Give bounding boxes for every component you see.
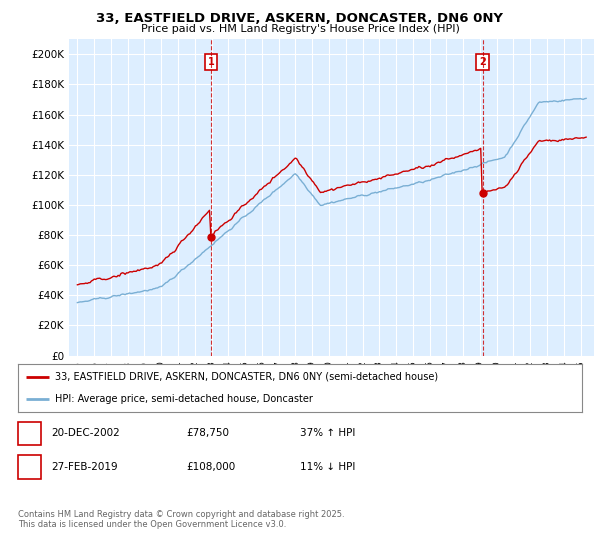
Text: 20-DEC-2002: 20-DEC-2002 (51, 428, 120, 438)
Text: £78,750: £78,750 (186, 428, 229, 438)
Text: 2: 2 (479, 57, 486, 67)
Text: 37% ↑ HPI: 37% ↑ HPI (300, 428, 355, 438)
Text: HPI: Average price, semi-detached house, Doncaster: HPI: Average price, semi-detached house,… (55, 394, 313, 404)
Text: 27-FEB-2019: 27-FEB-2019 (51, 462, 118, 472)
Text: £108,000: £108,000 (186, 462, 235, 472)
Text: 2: 2 (26, 462, 33, 472)
Text: 11% ↓ HPI: 11% ↓ HPI (300, 462, 355, 472)
Text: 33, EASTFIELD DRIVE, ASKERN, DONCASTER, DN6 0NY: 33, EASTFIELD DRIVE, ASKERN, DONCASTER, … (97, 12, 503, 25)
Text: Contains HM Land Registry data © Crown copyright and database right 2025.
This d: Contains HM Land Registry data © Crown c… (18, 510, 344, 529)
Text: 33, EASTFIELD DRIVE, ASKERN, DONCASTER, DN6 0NY (semi-detached house): 33, EASTFIELD DRIVE, ASKERN, DONCASTER, … (55, 372, 438, 382)
Text: Price paid vs. HM Land Registry's House Price Index (HPI): Price paid vs. HM Land Registry's House … (140, 24, 460, 34)
Text: 1: 1 (208, 57, 214, 67)
Text: 1: 1 (26, 428, 33, 438)
